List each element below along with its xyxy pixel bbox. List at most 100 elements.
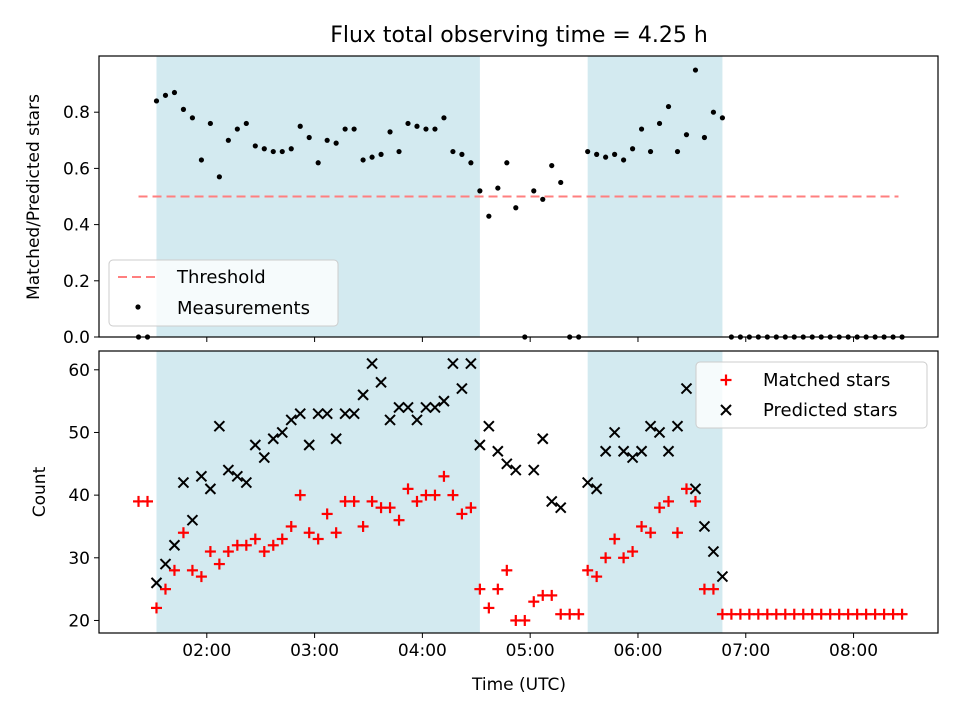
top-panel: 0.00.20.40.60.8 Matched/Predicted stars …: [24, 55, 939, 348]
x-marker-stroke: [608, 426, 621, 439]
predicted-stars-points: [150, 357, 729, 589]
measurement-point: [207, 120, 213, 127]
x-marker-stroke: [626, 451, 639, 464]
predicted-star-point: [159, 558, 172, 570]
predicted-star-point: [249, 439, 262, 451]
matched-star-point: [348, 495, 360, 507]
predicted-star-point: [186, 514, 199, 526]
predicted-star-point: [671, 420, 684, 432]
top-y-axis-label: Matched/Predicted stars: [24, 94, 44, 300]
measurement-point: [405, 120, 411, 127]
measurement-point: [647, 148, 654, 155]
x-marker-stroke: [321, 407, 333, 420]
matched-star-point: [465, 502, 477, 514]
top-legend-threshold-label: Threshold: [176, 267, 266, 288]
measurement-point: [450, 148, 456, 155]
x-marker-stroke: [635, 445, 648, 457]
measurement-point: [153, 98, 160, 104]
matched-star-point: [636, 520, 648, 532]
x-marker-stroke: [671, 420, 684, 432]
x-marker-stroke: [528, 464, 540, 476]
matched-star-point: [501, 564, 513, 576]
x-axis-label: Time (UTC): [471, 675, 566, 695]
measurement-point: [252, 143, 258, 149]
predicted-star-point: [177, 476, 190, 489]
measurement-point: [513, 205, 519, 211]
predicted-star-point: [617, 445, 630, 457]
matched-star-point: [186, 564, 198, 576]
legend-x-marker: [720, 404, 732, 416]
predicted-star-point: [375, 376, 387, 389]
matched-star-point: [195, 571, 207, 583]
measurement-point: [378, 151, 384, 157]
predicted-star-point: [429, 401, 441, 414]
measurement-point: [603, 154, 609, 160]
predicted-star-point: [501, 458, 513, 470]
predicted-star-point: [204, 483, 217, 495]
x-marker-stroke: [177, 476, 190, 489]
matched-star-point: [609, 533, 621, 545]
matched-star-point: [213, 558, 225, 570]
x-marker-stroke: [429, 401, 441, 414]
matched-star-point: [429, 489, 441, 501]
x-marker-stroke: [240, 476, 253, 489]
x-marker-stroke: [438, 395, 450, 407]
matched-star-point: [294, 489, 306, 501]
matched-star-point: [393, 514, 405, 526]
predicted-star-point: [456, 382, 468, 395]
predicted-star-point: [312, 407, 324, 420]
matched-star-point: [402, 483, 414, 495]
bottom-y-ticks: 20 30 40 50 60: [68, 361, 99, 631]
measurement-point: [612, 151, 618, 157]
x-marker-stroke: [474, 439, 486, 451]
measurement-point: [692, 67, 699, 73]
chart-title: Flux total observing time = 4.25 h: [330, 23, 708, 48]
predicted-star-point: [240, 476, 253, 489]
matched-star-point: [150, 602, 162, 614]
measurement-point: [198, 157, 205, 163]
matched-star-point: [222, 546, 234, 558]
measurement-point: [531, 188, 537, 194]
matched-star-point: [142, 495, 154, 507]
x-marker-stroke: [456, 382, 468, 395]
measurement-point: [243, 120, 249, 127]
measurement-point: [189, 115, 196, 121]
matched-star-point: [258, 546, 270, 558]
matched-star-point: [159, 583, 171, 595]
predicted-star-point: [357, 389, 369, 401]
predicted-star-point: [608, 426, 621, 439]
x-tick-label: 08:00: [829, 641, 878, 661]
x-marker-stroke: [303, 439, 315, 451]
bottom-x-ticks: 02:00 03:00 04:00 05:00 06:00 07:00 08:00: [182, 633, 878, 661]
measurement-point: [387, 129, 393, 135]
y-tick-label: 0.2: [63, 272, 90, 292]
matched-star-point: [591, 571, 603, 583]
measurement-point: [656, 120, 663, 127]
predicted-star-point: [366, 357, 378, 370]
x-marker-stroke: [483, 420, 495, 432]
measurement-point: [171, 89, 178, 96]
measurement-point: [279, 148, 285, 155]
predicted-star-point: [483, 420, 495, 432]
measurement-point: [225, 137, 231, 143]
matched-stars-points: [133, 470, 908, 626]
predicted-star-point: [447, 357, 459, 370]
predicted-star-point: [716, 570, 729, 583]
top-legend-box: [108, 259, 339, 327]
matched-star-point: [411, 495, 423, 507]
matched-star-point: [645, 527, 657, 539]
x-marker-stroke: [644, 420, 657, 432]
y-tick-label: 0.6: [63, 159, 90, 179]
bottom-plot-frame: [98, 350, 939, 634]
x-marker-stroke: [617, 445, 630, 457]
matched-star-point: [276, 533, 288, 545]
predicted-star-point: [339, 407, 351, 420]
matched-star-point: [627, 546, 639, 558]
x-marker-stroke: [159, 558, 172, 570]
x-marker-stroke: [716, 570, 729, 583]
matched-star-point: [366, 495, 378, 507]
matched-star-point: [240, 539, 252, 551]
bottom-legend-matched-swatch: [720, 374, 732, 386]
x-marker-stroke: [420, 401, 432, 414]
measurement-point: [638, 126, 645, 132]
